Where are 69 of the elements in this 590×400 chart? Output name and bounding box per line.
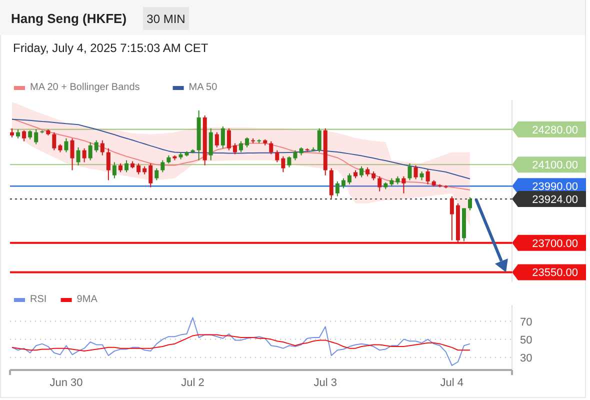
candlestick xyxy=(450,196,454,241)
candlestick xyxy=(22,130,26,142)
legend-label: MA 50 xyxy=(188,82,218,93)
candlestick xyxy=(360,166,364,178)
candlestick xyxy=(293,150,298,161)
candlestick xyxy=(275,150,280,163)
candlestick xyxy=(82,148,86,163)
candlestick xyxy=(341,178,346,189)
y-tick-label: 24100.00 xyxy=(532,160,578,172)
candlestick xyxy=(136,162,141,175)
x-tick-label: Jul 4 xyxy=(440,377,464,389)
y-tick-label: 24280.00 xyxy=(532,124,578,136)
candlestick xyxy=(124,160,128,173)
candlestick xyxy=(269,140,274,155)
y-tick-label: 30 xyxy=(520,352,532,364)
line-series xyxy=(12,118,470,191)
x-tick-label: Jul 2 xyxy=(181,377,204,389)
candlestick xyxy=(281,156,286,173)
candlestick xyxy=(52,132,56,151)
candlestick xyxy=(426,168,430,185)
candlestick xyxy=(335,180,340,197)
candlestick xyxy=(220,126,225,149)
chart-title: Hang Seng (HKFE) xyxy=(11,11,127,26)
legend-label: MA 20 + Bollinger Bands xyxy=(30,82,140,93)
candlestick xyxy=(100,140,104,156)
y-tick-label: 23990.00 xyxy=(532,181,578,194)
candlestick xyxy=(10,128,14,138)
line-series xyxy=(12,334,470,352)
candlestick xyxy=(414,164,418,180)
candlestick xyxy=(366,166,370,177)
candlestick xyxy=(154,168,159,181)
candlestick xyxy=(214,132,219,148)
candlestick xyxy=(160,160,165,173)
x-tick-label: Jun 30 xyxy=(50,377,83,389)
candlestick xyxy=(226,128,231,151)
legend-label: RSI xyxy=(30,294,47,305)
candlestick xyxy=(148,162,153,188)
y-tick-label: 23700.00 xyxy=(532,238,578,250)
y-tick-label: 70 xyxy=(520,316,532,328)
candlestick xyxy=(28,130,32,140)
candlestick xyxy=(317,128,322,153)
candlestick xyxy=(70,138,74,171)
line-series xyxy=(12,317,470,366)
text: 30 MIN xyxy=(146,12,186,26)
candlestick xyxy=(208,128,213,161)
candlestick xyxy=(287,156,292,168)
candlestick xyxy=(106,148,110,181)
candlestick xyxy=(76,146,80,166)
candlestick xyxy=(239,140,243,153)
candlestick xyxy=(112,162,116,179)
candlestick xyxy=(347,172,352,185)
candlestick xyxy=(378,176,382,192)
x-tick-label: Jul 3 xyxy=(314,377,337,389)
candlestick xyxy=(34,128,38,145)
chart-subtitle: Friday, July 4, 2025 7:15:03 AM CET xyxy=(13,41,209,55)
line-series xyxy=(12,118,470,180)
y-tick-label: 50 xyxy=(520,334,532,346)
candlestick xyxy=(408,162,412,181)
candlestick xyxy=(245,136,250,148)
y-tick-label: 23924.00 xyxy=(532,194,578,206)
candlestick xyxy=(468,196,472,211)
legend-label: 9MA xyxy=(76,294,98,305)
candlestick xyxy=(88,142,92,161)
candlestick xyxy=(64,138,68,153)
candlestick xyxy=(402,176,406,194)
y-tick-label: 23550.00 xyxy=(532,267,578,280)
candlestick xyxy=(232,142,237,155)
candlestick xyxy=(94,140,98,153)
candlestick xyxy=(16,128,20,139)
